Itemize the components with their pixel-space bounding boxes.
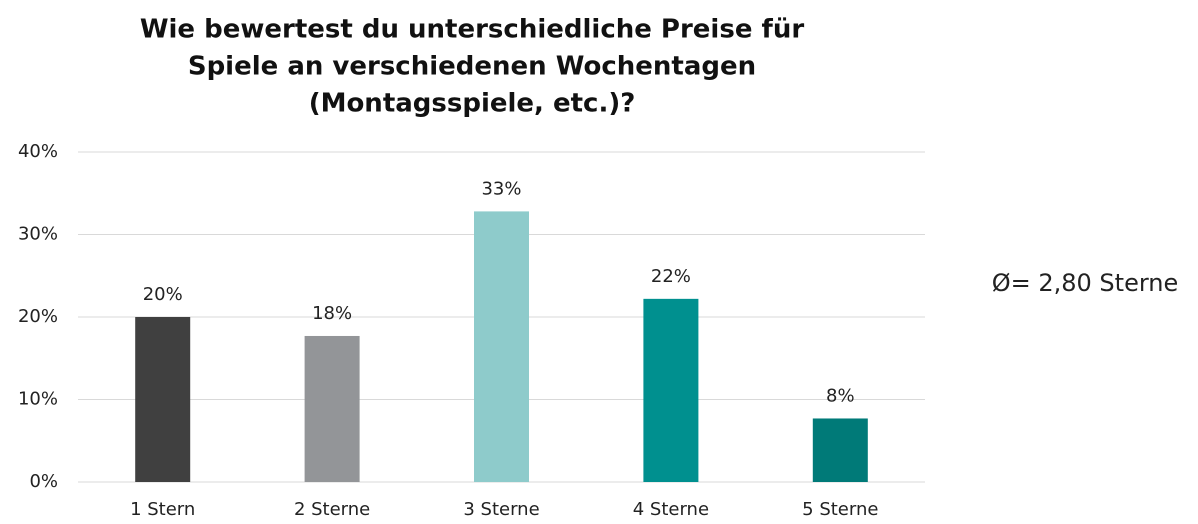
- x-tick-label: 2 Sterne: [294, 499, 370, 520]
- bar: [474, 211, 529, 482]
- x-tick-label: 4 Sterne: [633, 499, 709, 520]
- bar: [812, 418, 868, 482]
- chart-title: Spiele an verschiedenen Wochentagen: [188, 52, 756, 82]
- data-label: 8%: [826, 385, 855, 406]
- bar: [304, 335, 360, 482]
- annotation: Ø= 2,80 Sterne: [992, 269, 1179, 297]
- chart-title: (Montagsspiele, etc.)?: [309, 89, 636, 119]
- y-tick-label: 0%: [29, 471, 58, 492]
- data-label: 18%: [312, 303, 352, 324]
- y-tick-label: 40%: [18, 141, 58, 162]
- x-tick-label: 5 Sterne: [802, 499, 878, 520]
- y-tick-label: 30%: [18, 224, 58, 245]
- x-tick-label: 1 Stern: [130, 499, 195, 520]
- bar: [135, 317, 191, 482]
- bar: [643, 298, 699, 482]
- y-tick-label: 20%: [18, 306, 58, 327]
- data-label: 20%: [143, 284, 183, 305]
- y-tick-label: 10%: [18, 389, 58, 410]
- x-tick-label: 3 Sterne: [463, 499, 539, 520]
- data-label: 22%: [651, 266, 691, 287]
- data-label: 33%: [481, 178, 521, 199]
- chart-title: Wie bewertest du unterschiedliche Preise…: [140, 15, 804, 45]
